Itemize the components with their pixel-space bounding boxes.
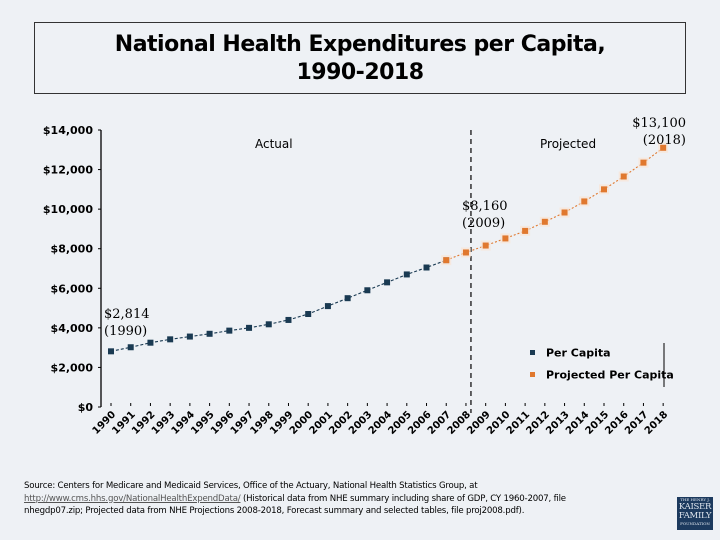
data-point: [640, 159, 647, 166]
data-point: [344, 295, 351, 302]
logo-line-2: FAMILY: [678, 511, 712, 521]
data-point: [443, 257, 450, 264]
legend-swatch: [530, 350, 535, 355]
data-point: [462, 249, 469, 256]
data-point: [147, 339, 154, 346]
chart-title-box: National Health Expenditures per Capita,…: [34, 22, 686, 94]
y-axis-labels: $0 $2,000 $4,000 $6,000 $8,000 $10,000 $12,000…: [43, 124, 93, 414]
data-point: [285, 316, 292, 323]
y-tick-label: $4,000: [51, 322, 94, 335]
y-tick-label: $12,000: [43, 164, 93, 177]
data-label: (1990): [104, 324, 147, 339]
y-tick-label: $14,000: [43, 124, 93, 137]
data-point: [186, 333, 193, 340]
data-point: [601, 186, 607, 193]
y-tick-label: $8,000: [51, 243, 94, 256]
series-projected-per-capita: [441, 142, 669, 266]
data-label: (2018): [643, 133, 686, 148]
chart-series: [108, 142, 669, 355]
legend-label: Per Capita: [546, 347, 611, 360]
line-chart: $0 $2,000 $4,000 $6,000 $8,000 $10,000 $12,000…: [43, 116, 686, 437]
data-point: [541, 218, 548, 225]
y-tick-label: $10,000: [43, 203, 93, 216]
chart-legend: Per Capita Projected Per Capita: [530, 343, 674, 387]
data-point: [620, 173, 627, 180]
region-label-projected: Projected: [540, 137, 596, 151]
data-point: [581, 198, 588, 205]
data-point: [265, 321, 272, 328]
data-point: [246, 324, 253, 331]
legend-label: Projected Per Capita: [546, 369, 674, 382]
region-label-actual: Actual: [255, 137, 293, 151]
data-point: [502, 235, 509, 242]
y-tick-label: $0: [78, 401, 94, 414]
chart-title-line-2: 1990-2018: [296, 60, 424, 85]
data-label: $13,100: [632, 116, 686, 131]
series-per-capita: [108, 257, 450, 355]
data-point: [522, 227, 529, 234]
logo-bottom-text: FOUNDATION: [680, 521, 710, 526]
data-point: [660, 144, 667, 151]
data-label: $8,160: [462, 199, 508, 214]
x-axis-labels: 1990199119921993199419951996199719981999…: [91, 409, 671, 436]
chart-annotations: $2,814 (1990) $8,160 (2009) $13,100 (2018): [104, 116, 686, 339]
data-point: [127, 344, 134, 351]
source-suffix: (Historical data from NHE summary includ…: [24, 493, 566, 517]
data-point: [206, 330, 213, 337]
y-tick-label: $2,000: [51, 361, 94, 374]
data-point: [324, 303, 331, 310]
logo-top-text: THE HENRY J.: [680, 497, 710, 502]
data-point: [403, 271, 410, 278]
data-point: [423, 264, 430, 271]
kaiser-family-foundation-logo: THE HENRY J. KAISER FAMILY FOUNDATION: [677, 497, 713, 530]
series-line: [110, 259, 447, 352]
y-tick-label: $6,000: [51, 282, 94, 295]
data-point: [561, 209, 568, 216]
data-point: [167, 336, 174, 343]
chart-title-line-1: National Health Expenditures per Capita,: [114, 32, 606, 57]
data-label: $2,814: [104, 307, 150, 322]
data-point: [482, 242, 489, 249]
x-tick-label: 2018: [643, 409, 670, 436]
source-note: Source: Centers for Medicare and Medicai…: [24, 480, 624, 518]
data-point: [364, 287, 371, 294]
data-point: [384, 279, 391, 286]
data-point: [108, 348, 114, 355]
legend-swatch: [530, 372, 535, 377]
data-label: (2009): [462, 216, 505, 231]
source-link[interactable]: http://www.cms.hhs.gov/NationalHealthExp…: [24, 493, 241, 504]
source-prefix: Source: Centers for Medicare and Medicai…: [24, 481, 478, 491]
data-point: [305, 311, 312, 318]
logo-line-1: KAISER: [678, 502, 712, 512]
chart-title: National Health Expenditures per Capita,…: [35, 23, 685, 87]
chart-axes: [98, 129, 664, 408]
data-point: [226, 327, 233, 334]
